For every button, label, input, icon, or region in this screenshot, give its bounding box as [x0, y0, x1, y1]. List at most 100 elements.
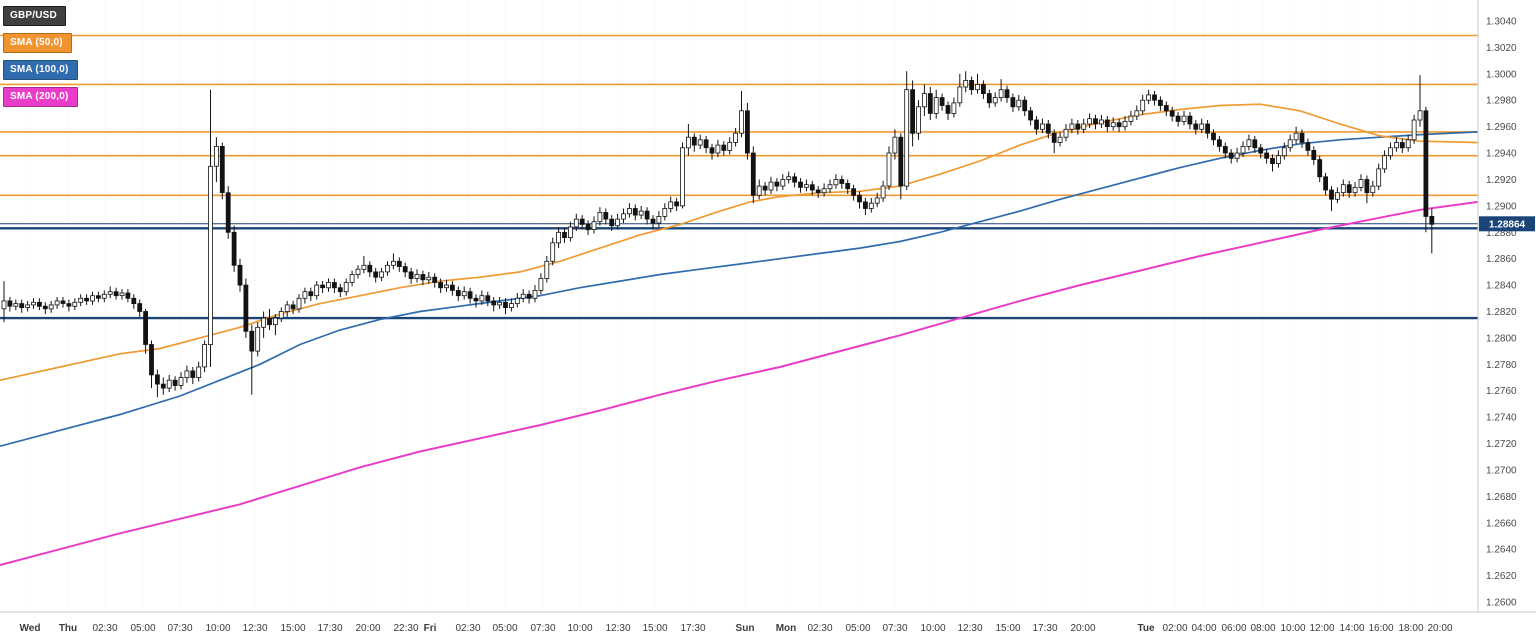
time-tick-label: 20:00 [1427, 623, 1452, 634]
time-tick-label: 15:00 [995, 623, 1020, 634]
candle [485, 295, 491, 302]
candle [503, 301, 508, 308]
candle [538, 278, 544, 291]
sma-50-badge[interactable]: SMA (50,0) [3, 33, 72, 53]
candle [1217, 139, 1222, 147]
candle [1057, 136, 1063, 143]
candle [461, 291, 467, 297]
candle [314, 284, 320, 297]
candle [532, 289, 538, 299]
candle [1399, 142, 1405, 149]
candle [202, 344, 208, 368]
candle [290, 304, 296, 310]
candle [615, 218, 620, 227]
candle [568, 226, 573, 239]
candle [355, 268, 361, 275]
candle [632, 208, 638, 216]
candle [922, 93, 927, 108]
candle [1163, 105, 1169, 112]
candle [1016, 99, 1022, 108]
candle [1099, 119, 1104, 125]
time-tick-label: 02:30 [92, 623, 117, 634]
sma-100-badge[interactable]: SMA (100,0) [3, 60, 78, 80]
candle [1305, 142, 1311, 151]
time-tick-label: Fri [424, 623, 437, 634]
price-tick-label: 1.2720 [1486, 439, 1517, 450]
price-axis[interactable]: 1.3040 1.3020 1.3000 1.2980 1.2960 1.2940 1.29… [1486, 17, 1517, 609]
candle [886, 152, 892, 187]
candle [680, 147, 685, 207]
candle [54, 300, 60, 306]
candle [1317, 159, 1323, 178]
candle [60, 300, 66, 304]
candle [868, 202, 874, 209]
time-tick-label: 02:30 [455, 623, 480, 634]
price-tick-label: 1.2600 [1486, 598, 1517, 609]
candle [213, 145, 219, 167]
time-tick-label: 16:00 [1368, 623, 1393, 634]
candle [550, 242, 556, 262]
candle [573, 218, 579, 228]
candle [1040, 123, 1045, 130]
time-tick-label: 08:00 [1250, 623, 1275, 634]
candle [1075, 123, 1081, 130]
candle [113, 291, 119, 297]
candle [804, 184, 809, 188]
candle [621, 213, 626, 220]
price-tick-label: 1.2640 [1486, 545, 1517, 556]
time-tick-label: 20:00 [1070, 623, 1095, 634]
candle [756, 185, 762, 196]
candle [1116, 122, 1122, 128]
time-tick-label: 07:30 [530, 623, 555, 634]
candle [768, 181, 774, 191]
time-axis[interactable]: Wed Thu 02:30 05:00 07:30 10:00 12:30 15:00 17:3… [20, 623, 1453, 634]
time-tick-label: 12:00 [1309, 623, 1334, 634]
price-tick-label: 1.3040 [1486, 17, 1517, 28]
time-tick-label: 02:00 [1162, 623, 1187, 634]
candle [1270, 157, 1275, 165]
candle [1329, 189, 1334, 200]
candle [927, 93, 933, 114]
candle [349, 274, 355, 283]
time-tick-label: 10:00 [205, 623, 230, 634]
time-tick-label: Thu [59, 623, 77, 634]
symbol-badge[interactable]: GBP/USD [3, 6, 66, 26]
price-tick-label: 1.2800 [1486, 333, 1517, 344]
candle [396, 260, 402, 267]
time-tick-label: Tue [1137, 623, 1154, 634]
candle [1323, 176, 1328, 191]
candle [1246, 139, 1252, 147]
time-tick-label: 14:00 [1339, 623, 1364, 634]
candle [975, 84, 980, 91]
candle [1063, 128, 1069, 138]
candle [1010, 97, 1016, 108]
candle [84, 297, 89, 302]
candle [957, 86, 963, 104]
candle [833, 179, 839, 186]
candle [526, 293, 532, 299]
candle [166, 379, 172, 389]
candle [998, 89, 1004, 98]
price-tick-label: 1.2860 [1486, 254, 1517, 265]
candle [7, 300, 13, 307]
candle [449, 284, 455, 291]
candle [1110, 122, 1116, 128]
price-tick-label: 1.2840 [1486, 281, 1517, 292]
candle [125, 292, 131, 299]
candle [1122, 121, 1128, 128]
candle [497, 301, 503, 306]
candle [514, 297, 520, 304]
candle [520, 293, 526, 299]
candle [1346, 184, 1352, 193]
candle [792, 176, 797, 183]
sma-200-badge[interactable]: SMA (200,0) [3, 87, 78, 107]
candle [774, 181, 780, 187]
candle [1281, 147, 1287, 157]
candle [90, 295, 95, 302]
candle [1045, 123, 1051, 134]
candle [579, 218, 585, 225]
candle [992, 97, 998, 104]
candle [1382, 155, 1387, 170]
